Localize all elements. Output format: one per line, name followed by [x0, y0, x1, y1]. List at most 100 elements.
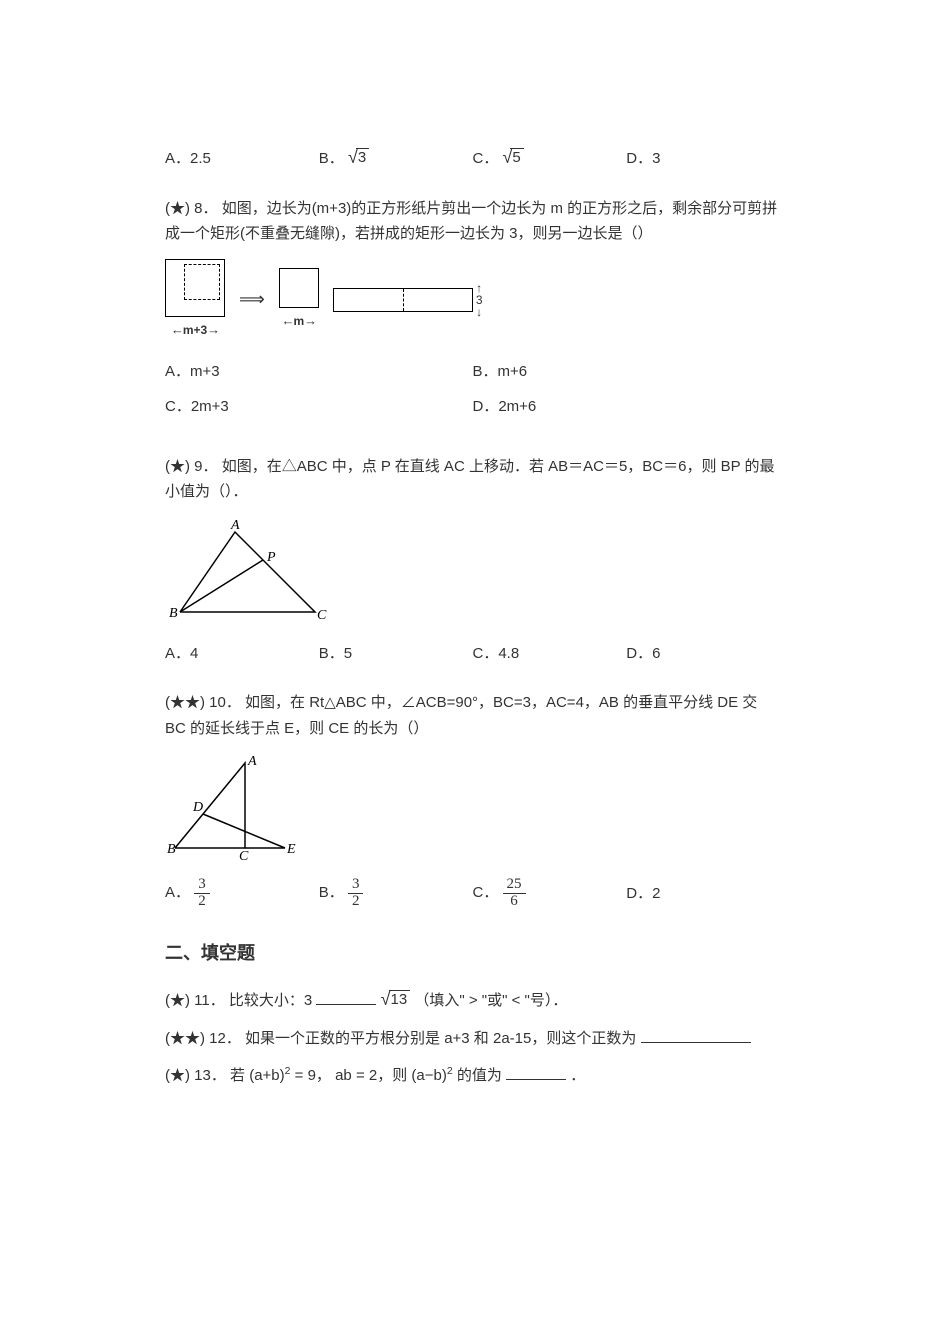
- q9-lbl-P: P: [266, 550, 276, 565]
- q8-rectangle: ↑ 3 ↓: [333, 282, 483, 318]
- q10-d-text: D．2: [626, 885, 660, 902]
- q12-body: 如果一个正数的平方根分别是 a+3 和 2a-15，则这个正数为: [245, 1030, 636, 1047]
- q10-a-den: 2: [194, 894, 210, 910]
- q11-star: (★): [165, 992, 190, 1009]
- q8-star: (★): [165, 200, 190, 217]
- q10-lbl-E: E: [286, 842, 296, 857]
- q7-opt-c-prefix: C．: [473, 150, 499, 167]
- q11-body-b: （填入" > "或" < "号）．: [414, 992, 567, 1009]
- q10-opt-d[interactable]: D．2: [626, 881, 780, 907]
- q12-num: 12．: [209, 1030, 241, 1047]
- q9-text: (★) 9． 如图，在△ABC 中，点 P 在直线 AC 上移动．若 AB＝AC…: [165, 454, 780, 505]
- q8-body: 如图，边长为(m+3)的正方形纸片剪出一个边长为 m 的正方形之后，剩余部分可剪…: [165, 200, 777, 243]
- q9-num: 9．: [194, 458, 217, 475]
- q7-opt-a[interactable]: A．2.5: [165, 146, 319, 172]
- q13-num: 13．: [194, 1067, 226, 1084]
- q9-opt-b[interactable]: B．5: [319, 641, 473, 667]
- q7-b-radicand: 3: [356, 148, 369, 167]
- section-2-title: 二、填空题: [165, 938, 780, 969]
- q8-num: 8．: [194, 200, 217, 217]
- q10-opt-b[interactable]: B． 32: [319, 877, 473, 910]
- q7-c-radicand: 5: [510, 148, 523, 167]
- q7-opt-a-text: A．2.5: [165, 150, 211, 167]
- arrow-right-icon: ⟹: [239, 284, 265, 315]
- q13-period: ．: [570, 1067, 585, 1084]
- q7-opt-d[interactable]: D．3: [626, 146, 780, 172]
- q10-star: (★★): [165, 694, 205, 711]
- q8-options: A．m+3 B．m+6 C．2m+3 D．2m+6: [165, 359, 780, 430]
- q13-body-c: 的值为: [453, 1067, 502, 1084]
- arrow-down-icon: ↓: [476, 306, 482, 318]
- q9-options: A．4 B．5 C．4.8 D．6: [165, 641, 780, 667]
- q13-blank[interactable]: [506, 1064, 566, 1080]
- q7-opt-d-text: D．3: [626, 150, 660, 167]
- fraction-icon: 256: [503, 877, 526, 910]
- q10-options: A． 32 B． 32 C． 256 D．2: [165, 877, 780, 910]
- sqrt-icon: √13: [381, 990, 411, 1009]
- q11-blank[interactable]: [316, 989, 376, 1005]
- q8-opt-a-text: A．m+3: [165, 363, 220, 380]
- q9-opt-c[interactable]: C．4.8: [473, 641, 627, 667]
- q9-opt-d-text: D．6: [626, 645, 660, 662]
- q8-lbl-m3: m+3: [183, 323, 207, 337]
- q8-square-small: ←m→: [279, 268, 319, 332]
- q7-opt-b[interactable]: B． √3: [319, 146, 473, 172]
- q9-opt-a-text: A．4: [165, 645, 198, 662]
- q10-a-num: 3: [194, 877, 210, 894]
- q10-c-num: 25: [503, 877, 526, 894]
- q7-options: A．2.5 B． √3 C． √5 D．3: [165, 146, 780, 172]
- q9-lbl-A: A: [230, 518, 240, 533]
- q9-figure: A P B C: [165, 517, 780, 627]
- q9-opt-c-text: C．4.8: [473, 645, 520, 662]
- q10-lbl-C: C: [239, 849, 249, 863]
- q8-opt-b[interactable]: B．m+6: [473, 359, 781, 385]
- sqrt-icon: √5: [503, 148, 524, 167]
- q8-opt-d[interactable]: D．2m+6: [473, 394, 781, 420]
- q11-body-a: 比较大小：3: [229, 992, 312, 1009]
- q8-text: (★) 8． 如图，边长为(m+3)的正方形纸片剪出一个边长为 m 的正方形之后…: [165, 196, 780, 247]
- q9-opt-b-text: B．5: [319, 645, 352, 662]
- q8-opt-a[interactable]: A．m+3: [165, 359, 473, 385]
- q8-lbl-m: m: [293, 314, 304, 328]
- q10-lbl-A: A: [247, 754, 257, 769]
- q11-num: 11．: [194, 992, 225, 1009]
- q8-square-original: ←m+3→: [165, 259, 225, 341]
- q8-opt-d-text: D．2m+6: [473, 398, 537, 415]
- q10-body: 如图，在 Rt△ABC 中，∠ACB=90°，BC=3，AC=4，AB 的垂直平…: [165, 694, 757, 737]
- q9-opt-d[interactable]: D．6: [626, 641, 780, 667]
- q10-text: (★★) 10． 如图，在 Rt△ABC 中，∠ACB=90°，BC=3，AC=…: [165, 690, 780, 741]
- q8-figure: ←m+3→ ⟹ ←m→ ↑ 3 ↓: [165, 259, 780, 341]
- q13-text: (★) 13． 若 (a+b)2 = 9， ab = 2，则 (a−b)2 的值…: [165, 1063, 780, 1089]
- q10-opt-a[interactable]: A． 32: [165, 877, 319, 910]
- page: A．2.5 B． √3 C． √5 D．3 (★) 8． 如图，边长为(m+3)…: [0, 0, 945, 1181]
- q10-a-prefix: A．: [165, 884, 190, 901]
- q13-body-b: = 9， ab = 2，则 (a−b): [290, 1067, 446, 1084]
- q10-b-den: 2: [348, 894, 364, 910]
- q9-lbl-B: B: [169, 606, 178, 621]
- q10-c-prefix: C．: [473, 884, 499, 901]
- q10-c-den: 6: [503, 894, 526, 910]
- fraction-icon: 32: [348, 877, 364, 910]
- q10-opt-c[interactable]: C． 256: [473, 877, 627, 910]
- q9-star: (★): [165, 458, 190, 475]
- q7-opt-b-prefix: B．: [319, 150, 344, 167]
- q13-body-a: 若 (a+b): [230, 1067, 285, 1084]
- q8-opt-c-text: C．2m+3: [165, 398, 229, 415]
- q12-text: (★★) 12． 如果一个正数的平方根分别是 a+3 和 2a-15，则这个正数…: [165, 1026, 780, 1052]
- q10-num: 10．: [209, 694, 241, 711]
- q9-opt-a[interactable]: A．4: [165, 641, 319, 667]
- q12-blank[interactable]: [641, 1027, 751, 1043]
- q11-radicand: 13: [389, 990, 411, 1009]
- q10-b-num: 3: [348, 877, 364, 894]
- q7-opt-c[interactable]: C． √5: [473, 146, 627, 172]
- arrow-up-icon: ↑: [476, 282, 482, 294]
- q10-lbl-B: B: [167, 842, 176, 857]
- q10-figure: A B C D E: [165, 753, 780, 863]
- q9-lbl-C: C: [317, 608, 327, 623]
- q9-body: 如图，在△ABC 中，点 P 在直线 AC 上移动．若 AB＝AC＝5，BC＝6…: [165, 458, 775, 501]
- q13-star: (★): [165, 1067, 190, 1084]
- q10-b-prefix: B．: [319, 884, 344, 901]
- q8-opt-c[interactable]: C．2m+3: [165, 394, 473, 420]
- q10-lbl-D: D: [192, 800, 203, 815]
- fraction-icon: 32: [194, 877, 210, 910]
